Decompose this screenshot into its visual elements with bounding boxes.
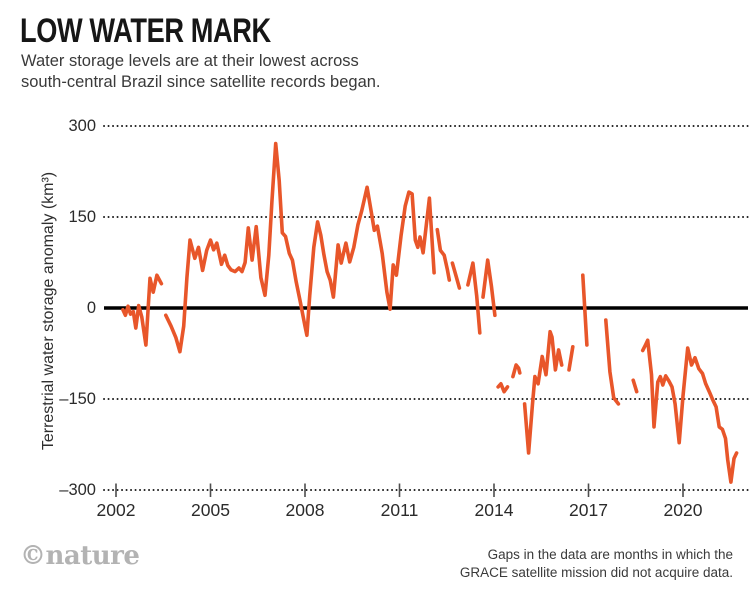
data-line-segment [522,329,564,455]
source-note-line1: Gaps in the data are months in which the [487,547,733,562]
y-tick-label: 300 [68,117,96,135]
y-tick-label: –150 [59,390,96,408]
data-line-segment [496,381,510,394]
y-tick-label: –300 [59,481,96,499]
x-tick-label: 2008 [285,500,325,520]
x-tick-label: 2011 [380,500,419,520]
y-tick-label: 150 [68,208,96,226]
chart-subtitle-line1: Water storage levels are at their lowest… [21,52,359,70]
data-line-segment [164,141,436,354]
chart-title: LOW WATER MARK [20,12,271,50]
x-tick-label: 2017 [569,500,608,520]
y-tick-label: 0 [86,299,96,317]
x-tick-label: 2005 [191,500,230,520]
chart-subtitle-line2: south-central Brazil since satellite rec… [21,73,381,91]
source-note: Gaps in the data are months in which the… [333,546,733,582]
data-line-segment [640,338,739,484]
data-line-segment [511,363,522,379]
data-line-segment [631,378,639,394]
source-note-line2: GRACE satellite mission did not acquire … [459,565,733,580]
data-line-segment [603,318,621,406]
data-line-segment [580,273,589,347]
data-line-segment [121,273,164,347]
x-tick-label: 2002 [96,500,136,520]
data-line-segment [567,344,575,372]
data-line-segment [481,258,497,318]
nature-logo: ©nature [20,541,140,571]
chart-subtitle: Water storage levels are at their lowest… [21,51,381,93]
x-tick-label: 2020 [663,500,703,520]
x-tick-label: 2014 [474,500,514,520]
data-line-segment [450,261,462,290]
data-line-segment [435,227,452,282]
data-line-segment [466,261,482,335]
